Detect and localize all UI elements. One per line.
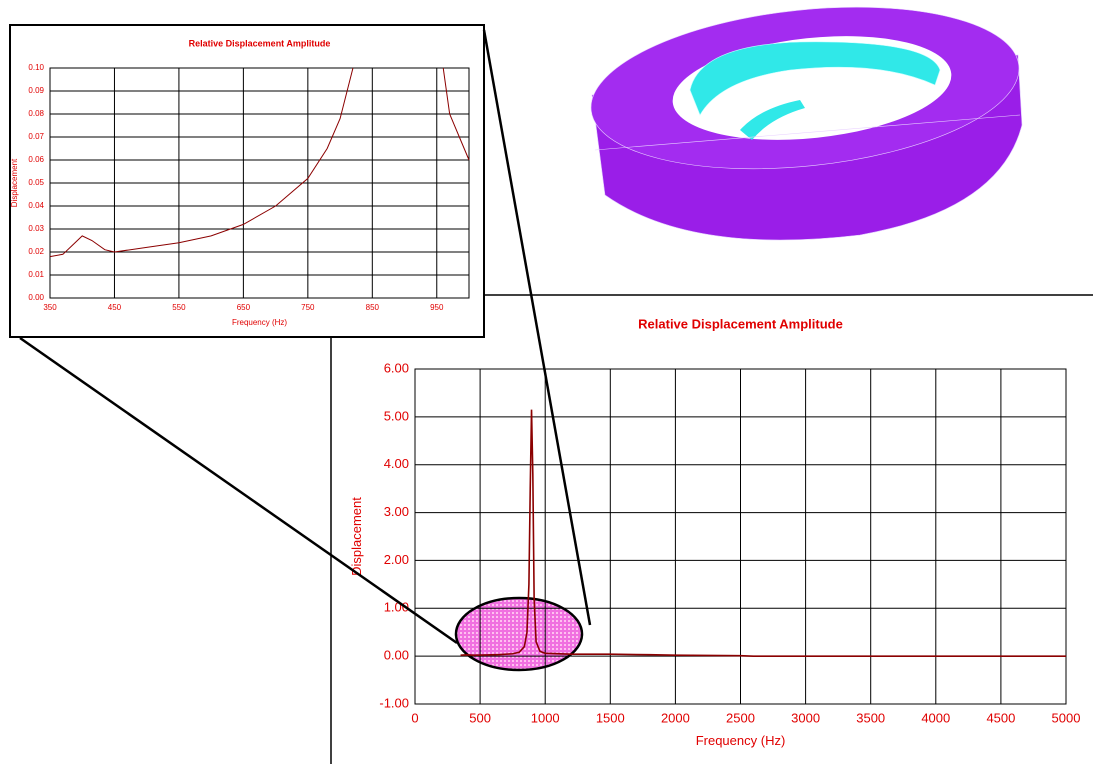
zoom-line [20, 338, 457, 643]
y-tick-label: 0.03 [28, 224, 44, 233]
y-tick-label: 0.02 [28, 247, 44, 256]
x-tick-label: 4000 [921, 710, 950, 725]
figure: Relative Displacement Amplitude -1.00 0.00… [0, 0, 1093, 764]
y-tick-label: 3.00 [384, 504, 409, 519]
y-tick-label: 0.06 [28, 155, 44, 164]
inset-frame [10, 25, 484, 337]
x-tick-label: 850 [366, 303, 380, 312]
y-tick-label: 0.07 [28, 132, 44, 141]
x-tick-label: 500 [469, 710, 491, 725]
x-tick-label: 5000 [1052, 710, 1081, 725]
y-axis-label: Displacement [10, 158, 19, 207]
ring-model [583, 0, 1027, 240]
x-axis-label: Frequency (Hz) [696, 733, 786, 748]
x-tick-label: 450 [108, 303, 122, 312]
x-tick-label: 2500 [726, 710, 755, 725]
y-axis-label: Displacement [349, 497, 364, 576]
main-chart: Relative Displacement Amplitude -1.00 0.00… [349, 316, 1080, 748]
chart-title: Relative Displacement Amplitude [189, 38, 331, 48]
x-tick-label: 2000 [661, 710, 690, 725]
y-tick-label: 4.00 [384, 456, 409, 471]
y-tick-label: 0.04 [28, 201, 44, 210]
zoom-ellipse [456, 598, 582, 670]
x-tick-label: 1000 [531, 710, 560, 725]
x-tick-label: 650 [237, 303, 251, 312]
y-tick-label: 5.00 [384, 408, 409, 423]
x-tick-label: 950 [430, 303, 444, 312]
x-tick-label: 750 [301, 303, 315, 312]
zoom-line [484, 30, 590, 625]
y-tick-label: 0.09 [28, 86, 44, 95]
y-tick-label: 0.10 [28, 63, 44, 72]
y-tick-label: 6.00 [384, 360, 409, 375]
x-tick-label: 3500 [856, 710, 885, 725]
y-tick-label: -1.00 [379, 695, 409, 710]
x-tick-label: 3000 [791, 710, 820, 725]
x-tick-label: 1500 [596, 710, 625, 725]
y-tick-label: 2.00 [384, 552, 409, 567]
x-axis-label: Frequency (Hz) [232, 318, 287, 327]
y-tick-label: 0.08 [28, 109, 44, 118]
y-tick-label: 0.01 [28, 270, 44, 279]
x-tick-label: 350 [43, 303, 57, 312]
chart-title: Relative Displacement Amplitude [638, 316, 843, 331]
x-tick-label: 550 [172, 303, 186, 312]
y-tick-label: 0.00 [28, 293, 44, 302]
x-tick-label: 0 [411, 710, 418, 725]
y-tick-label: 0.00 [384, 648, 409, 663]
y-tick-label: 0.05 [28, 178, 44, 187]
x-tick-label: 4500 [986, 710, 1015, 725]
